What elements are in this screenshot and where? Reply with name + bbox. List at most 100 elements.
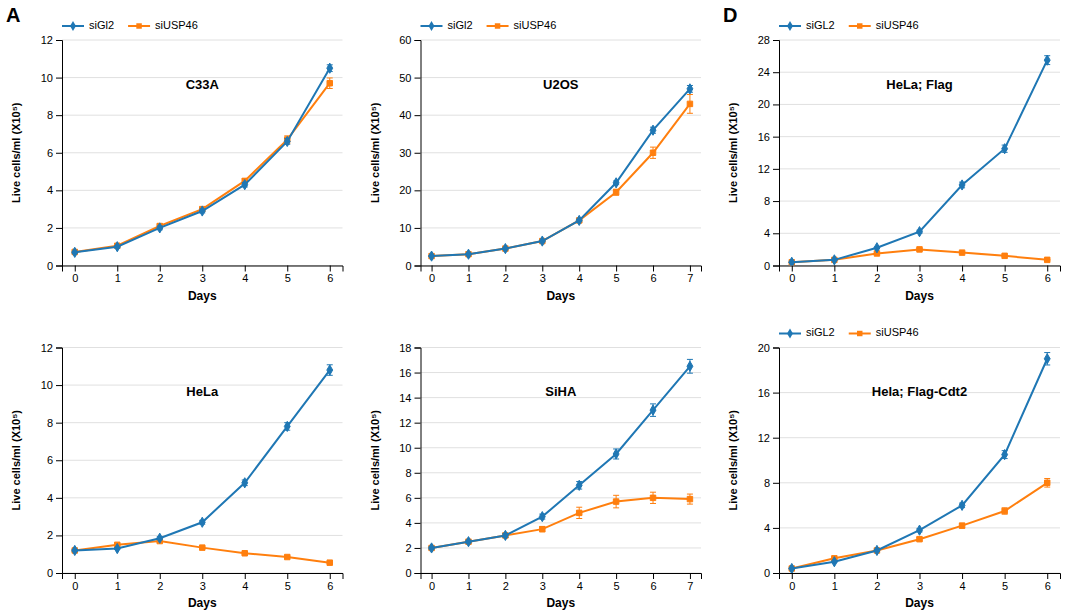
x-tick-mark	[287, 266, 288, 272]
panel-title: HeLa; Flag	[886, 77, 953, 92]
x-tick-mark	[432, 573, 433, 579]
marker	[687, 361, 693, 371]
y-tick-label: 12	[41, 342, 53, 354]
marker	[157, 533, 163, 543]
panel-title: SiHA	[545, 384, 577, 399]
line	[75, 68, 330, 252]
x-tick-mark	[542, 266, 543, 272]
error-bar	[327, 78, 333, 89]
error-bar	[687, 494, 693, 504]
x-tick-mark	[1047, 573, 1048, 579]
marker	[1002, 253, 1007, 258]
y-axis: 024681012141618	[399, 342, 421, 580]
marker	[917, 227, 923, 237]
grid	[779, 348, 1060, 574]
x-tick-mark	[432, 266, 433, 272]
x-tick-mark	[202, 573, 203, 579]
error-bar	[650, 492, 656, 503]
y-tick-label: 0	[405, 567, 411, 579]
y-axis-title: Live cells/ml (X10⁵)	[369, 410, 381, 511]
grid-line	[62, 497, 343, 498]
y-tick: 2	[47, 222, 62, 234]
x-tick-label: 1	[466, 580, 472, 592]
x-tick-label: 1	[466, 272, 472, 284]
x-axis: 0123456	[63, 573, 344, 592]
y-tick: 2	[405, 542, 420, 554]
y-tick: 4	[764, 522, 779, 534]
y-axis: 048121620	[758, 342, 780, 580]
y-tick: 12	[41, 342, 62, 354]
x-tick-label: 3	[200, 580, 206, 592]
y-tick-mark	[415, 228, 421, 229]
y-tick: 0	[47, 567, 62, 579]
legend-label: siGl2	[89, 19, 114, 31]
series	[429, 94, 693, 258]
y-tick-mark	[773, 266, 779, 267]
marker	[650, 125, 656, 135]
y-tick-mark	[56, 266, 62, 267]
x-tick: 0	[72, 266, 78, 285]
marker	[1044, 480, 1049, 485]
marker	[613, 178, 619, 188]
y-tick-label: 30	[399, 147, 411, 159]
error-bar	[650, 147, 656, 158]
y-tick-label: 4	[47, 492, 53, 504]
y-tick-label: 16	[399, 367, 411, 379]
x-tick: 0	[789, 266, 795, 285]
x-tick: 5	[614, 573, 620, 592]
x-tick-mark	[616, 573, 617, 579]
y-tick: 50	[399, 72, 420, 84]
x-tick-label: 4	[242, 580, 248, 592]
marker	[613, 499, 618, 504]
y-tick-label: 14	[399, 392, 411, 404]
x-tick-mark	[468, 573, 469, 579]
grid	[421, 40, 702, 266]
legend-item: siUSP46	[849, 19, 919, 31]
y-tick-mark	[415, 548, 421, 549]
line	[75, 83, 330, 252]
x-axis-title: Days	[188, 596, 217, 610]
grid-line	[779, 482, 1060, 483]
series	[789, 247, 1050, 265]
y-tick: 16	[399, 367, 420, 379]
x-tick-label: 6	[1045, 272, 1051, 284]
panel-title: C33A	[186, 77, 220, 92]
y-tick: 18	[399, 342, 420, 354]
y-tick-mark	[415, 40, 421, 41]
legend-item: siGl2	[421, 19, 473, 31]
line	[792, 60, 1047, 262]
x-tick-label: 1	[115, 272, 121, 284]
x-axis-line	[63, 574, 344, 580]
legend-label: siUSP46	[155, 19, 198, 31]
x-tick-mark	[75, 573, 76, 579]
y-tick-label: 12	[399, 417, 411, 429]
x-tick: 2	[874, 266, 880, 285]
x-tick-mark	[792, 266, 793, 272]
y-tick: 0	[47, 260, 62, 272]
x-tick-mark	[962, 266, 963, 272]
legend-label: siGl2	[448, 19, 473, 31]
y-tick-label: 8	[405, 467, 411, 479]
panel-label: D	[723, 4, 737, 26]
x-tick-label: 2	[874, 272, 880, 284]
y-tick: 20	[399, 184, 420, 196]
y-tick-mark	[415, 423, 421, 424]
y-tick: 6	[47, 454, 62, 466]
y-tick-mark	[773, 573, 779, 574]
marker	[917, 536, 922, 541]
y-tick-label: 6	[47, 147, 53, 159]
error-bar	[539, 527, 545, 532]
x-tick-label: 2	[157, 580, 163, 592]
x-axis-title: Days	[905, 289, 934, 303]
x-axis-line	[63, 266, 344, 272]
y-tick-label: 8	[764, 195, 770, 207]
x-tick-mark	[1005, 266, 1006, 272]
y-tick: 4	[47, 492, 62, 504]
x-axis-line	[421, 574, 702, 580]
x-tick-label: 3	[200, 272, 206, 284]
line	[792, 483, 1047, 569]
x-tick-label: 1	[832, 272, 838, 284]
x-tick: 7	[687, 573, 693, 592]
y-axis-line	[415, 348, 422, 574]
line	[432, 498, 690, 548]
